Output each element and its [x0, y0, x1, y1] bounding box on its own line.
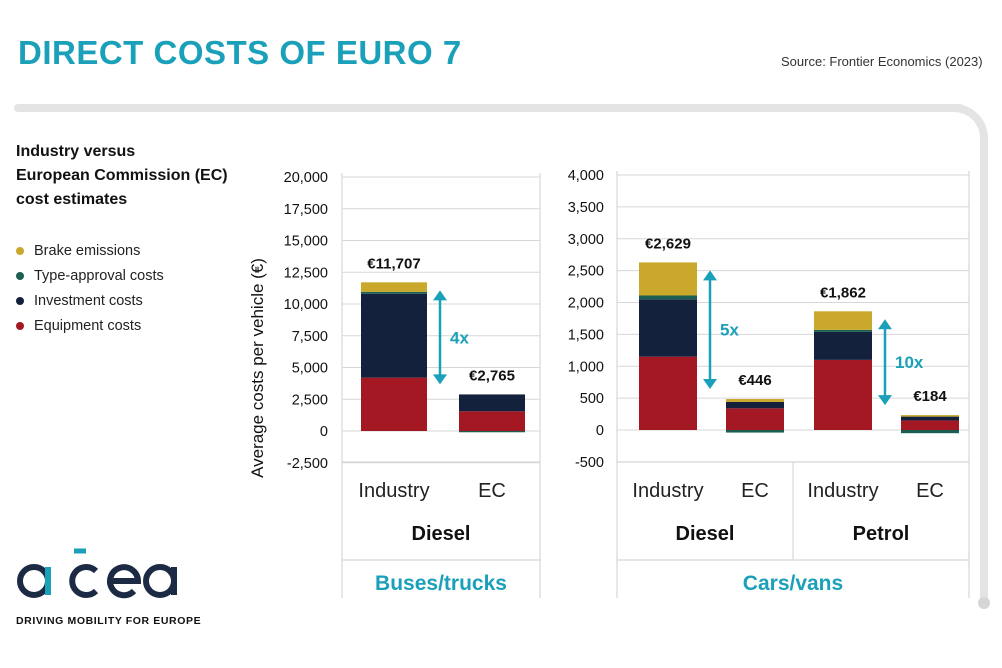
y-tick-label: 2,500 — [292, 392, 328, 408]
y-tick-label: 3,000 — [568, 232, 604, 248]
legend-item: Investment costs — [16, 288, 164, 313]
x-category-label: EC — [916, 480, 944, 502]
bar-segment — [901, 415, 959, 417]
chart-subtitle: Industry versus European Commission (EC)… — [16, 140, 246, 212]
bar-segment — [726, 408, 784, 430]
frame-end-dot — [978, 597, 990, 609]
y-tick-label: 500 — [580, 391, 604, 407]
legend-item: Brake emissions — [16, 238, 164, 263]
legend-swatch — [16, 296, 24, 305]
multiplier-label: 5x — [720, 321, 739, 340]
arrow-up-icon — [703, 270, 717, 281]
y-tick-label: -2,500 — [287, 456, 328, 472]
y-tick-label: 10,000 — [284, 297, 328, 313]
bar-total-label: €184 — [913, 388, 947, 405]
y-tick-label: 2,000 — [568, 296, 604, 312]
y-tick-label: 15,000 — [284, 234, 328, 250]
y-axis-label: Average costs per vehicle (€) — [248, 258, 267, 478]
bar-segment — [814, 331, 872, 360]
bar-segment — [901, 430, 959, 434]
frame-top-line — [14, 104, 964, 112]
bar-segment — [726, 401, 784, 409]
arrow-down-icon — [878, 395, 892, 406]
bar-segment — [726, 430, 784, 433]
legend-swatch — [16, 321, 24, 330]
bar-segment — [361, 377, 427, 431]
bar-total-label: €2,765 — [469, 367, 515, 384]
x-category-label: Industry — [807, 480, 878, 502]
source-note: Source: Frontier Economics (2023) — [781, 54, 983, 69]
y-tick-label: 5,000 — [292, 361, 328, 377]
y-tick-label: -500 — [575, 455, 604, 471]
y-tick-label: 12,500 — [284, 265, 328, 281]
x-category-label: Industry — [358, 480, 429, 502]
subtitle-line: European Commission (EC) — [16, 167, 228, 184]
page-title: DIRECT COSTS OF EURO 7 — [18, 34, 462, 71]
arrow-down-icon — [433, 374, 447, 385]
bar-segment — [639, 356, 697, 430]
bar-total-label: €2,629 — [645, 235, 691, 252]
bar-segment — [814, 329, 872, 332]
x-category-label: EC — [741, 480, 769, 502]
bar-segment — [814, 359, 872, 430]
y-tick-label: 4,000 — [568, 168, 604, 184]
y-tick-label: 3,500 — [568, 200, 604, 216]
frame-corner — [930, 104, 988, 162]
bar-segment — [459, 394, 525, 412]
bar-segment — [639, 262, 697, 296]
bar-total-label: €11,707 — [367, 255, 420, 272]
x-category-label: EC — [478, 480, 506, 502]
y-tick-label: 17,500 — [284, 202, 328, 218]
y-tick-label: 0 — [320, 424, 328, 440]
subtitle-line: Industry versus — [16, 143, 136, 160]
y-tick-label: 7,500 — [292, 329, 328, 345]
x-category-label: Industry — [632, 480, 703, 502]
bar-segment — [361, 291, 427, 294]
multiplier-label: 4x — [450, 328, 469, 347]
bar-segment — [726, 399, 784, 402]
frame-right-line — [980, 150, 988, 598]
y-tick-label: 2,500 — [568, 264, 604, 280]
bar-segment — [639, 299, 697, 357]
legend-label: Investment costs — [34, 292, 143, 309]
bar-segment — [901, 416, 959, 421]
fuel-label: Diesel — [412, 523, 471, 545]
fuel-label: Petrol — [853, 523, 910, 545]
legend-swatch — [16, 246, 24, 255]
vehicle-group-label: Buses/trucks — [375, 572, 507, 595]
tagline: DRIVING MOBILITY FOR EUROPE — [16, 615, 202, 627]
bar-segment — [901, 420, 959, 430]
bar-segment — [361, 282, 427, 292]
vehicle-group-label: Cars/vans — [743, 572, 843, 595]
acea-logo — [17, 548, 177, 599]
bar-segment — [361, 293, 427, 378]
bar-segment — [814, 311, 872, 330]
fuel-label: Diesel — [676, 523, 735, 545]
legend: Brake emissions Type-approval costs Inve… — [16, 238, 164, 338]
bar-segment — [459, 431, 525, 433]
bar-segment — [639, 295, 697, 300]
legend-item: Equipment costs — [16, 313, 164, 338]
y-tick-label: 0 — [596, 423, 604, 439]
legend-swatch — [16, 271, 24, 280]
y-tick-label: 1,500 — [568, 327, 604, 343]
legend-label: Type-approval costs — [34, 267, 164, 284]
bar-total-label: €1,862 — [820, 284, 866, 301]
arrow-down-icon — [703, 379, 717, 390]
subtitle-line: cost estimates — [16, 191, 128, 208]
legend-label: Brake emissions — [34, 242, 141, 259]
y-tick-label: 20,000 — [284, 170, 328, 186]
bar-segment — [459, 411, 525, 431]
y-tick-label: 1,000 — [568, 359, 604, 375]
legend-item: Type-approval costs — [16, 263, 164, 288]
bar-total-label: €446 — [738, 372, 771, 389]
arrow-up-icon — [878, 319, 892, 330]
arrow-up-icon — [433, 290, 447, 301]
multiplier-label: 10x — [895, 353, 924, 372]
legend-label: Equipment costs — [34, 317, 142, 334]
